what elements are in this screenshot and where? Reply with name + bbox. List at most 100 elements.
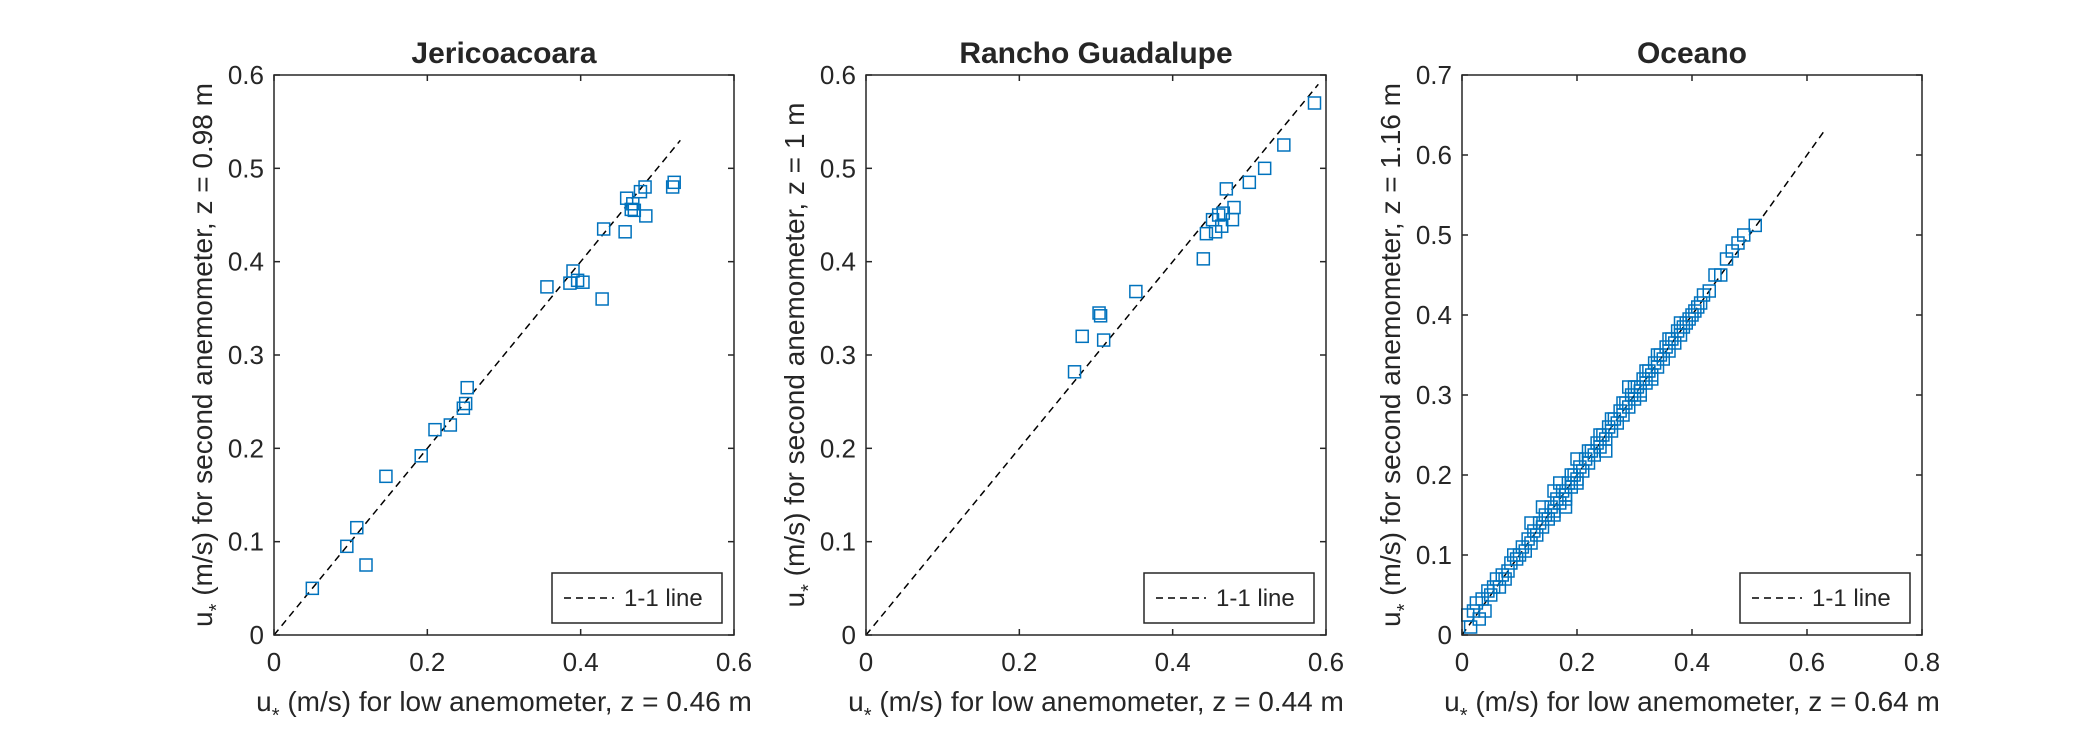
x-tick-label: 0.4 — [1674, 647, 1710, 677]
legend: 1-1 line — [551, 572, 723, 624]
data-point — [1067, 365, 1082, 379]
y-axis-label: u* (m/s) for second anemometer, z = 1 m — [779, 103, 820, 608]
scatter-series — [1067, 96, 1322, 379]
data-point — [1547, 484, 1561, 498]
x-label-symbol: u — [256, 686, 272, 717]
data-point — [1748, 218, 1762, 233]
data-point — [1257, 161, 1272, 176]
data-point — [1702, 284, 1716, 298]
data-point — [667, 175, 681, 190]
data-point — [460, 380, 474, 395]
data-point — [1129, 284, 1143, 299]
x-label-subscript: * — [864, 705, 872, 727]
x-label-symbol: u — [1444, 686, 1460, 717]
legend-label: 1-1 line — [624, 585, 703, 612]
y-tick-label: 0.4 — [820, 247, 856, 277]
data-point — [618, 225, 632, 239]
y-tick-label: 0 — [250, 620, 264, 650]
y-tick-label: 0.6 — [228, 60, 264, 90]
y-label-symbol: u — [187, 611, 218, 627]
data-point — [1498, 572, 1512, 586]
x-tick-label: 0.6 — [1308, 647, 1344, 677]
chart-title: Oceano — [1637, 37, 1747, 70]
x-tick-label: 0 — [267, 647, 281, 677]
y-label-symbol: u — [779, 592, 810, 608]
chart-title: Jericoacoara — [411, 37, 596, 70]
y-label-text: (m/s) for second anemometer, z = 1.16 m — [1375, 83, 1406, 604]
data-point — [1535, 500, 1550, 514]
data-point — [1524, 516, 1538, 530]
data-point — [1307, 96, 1322, 110]
scatter-series — [1461, 218, 1762, 634]
y-label-subscript: * — [798, 584, 820, 592]
data-point — [1092, 306, 1106, 320]
data-point — [596, 222, 611, 236]
data-point — [1196, 252, 1211, 266]
data-point — [1714, 268, 1728, 282]
data-point — [1242, 175, 1257, 190]
data-point — [1622, 380, 1636, 394]
legend: 1-1 line — [1143, 572, 1315, 624]
y-label-text: (m/s) for second anemometer, z = 0.98 m — [187, 83, 218, 604]
data-point — [1075, 329, 1089, 344]
data-point — [1558, 500, 1573, 514]
data-point — [1093, 309, 1108, 323]
data-point — [1737, 228, 1751, 242]
x-tick-label: 0.6 — [716, 647, 752, 677]
y-tick-label: 0.4 — [1416, 300, 1452, 330]
x-label-text: (m/s) for low anemometer, z = 0.64 m — [1468, 686, 1940, 717]
data-point — [1211, 208, 1226, 222]
y-tick-label: 0.6 — [820, 60, 856, 90]
x-label-text: (m/s) for low anemometer, z = 0.44 m — [872, 686, 1344, 717]
data-point — [1570, 476, 1584, 490]
x-label-symbol: u — [848, 686, 864, 717]
data-point — [1219, 182, 1234, 196]
data-point — [1693, 296, 1708, 310]
data-point — [1673, 316, 1688, 330]
y-tick-label: 0.2 — [1416, 460, 1452, 490]
x-tick-label: 0.4 — [563, 647, 599, 677]
data-point — [1501, 564, 1515, 578]
data-point — [1478, 604, 1492, 618]
data-point — [1484, 588, 1498, 602]
chart-title: Rancho Guadalupe — [959, 37, 1232, 70]
data-point — [1593, 428, 1607, 442]
x-tick-label: 0.8 — [1904, 647, 1940, 677]
y-tick-label: 0.3 — [820, 340, 856, 370]
data-point — [540, 280, 554, 294]
legend-label: 1-1 line — [1216, 585, 1295, 612]
data-point — [1558, 492, 1573, 506]
y-tick-label: 0.3 — [228, 340, 264, 370]
data-point — [379, 469, 393, 484]
y-tick-label: 0.5 — [1416, 220, 1452, 250]
y-tick-label: 0.5 — [228, 153, 264, 183]
y-tick-label: 0.1 — [820, 527, 856, 557]
scatter-panel-2: 0 0.2 0.4 0.6 0 0.1 0.2 0.3 0.4 0.5 0.6 Rancho Guad… — [779, 37, 1344, 727]
data-point — [1604, 412, 1619, 426]
y-tick-label: 0.6 — [1416, 140, 1452, 170]
y-tick-label: 0.4 — [228, 247, 264, 277]
data-point — [576, 275, 590, 289]
data-point — [1599, 444, 1613, 458]
data-point — [566, 264, 580, 278]
scatter-series — [305, 175, 681, 596]
x-axis-label: u* (m/s) for low anemometer, z = 0.46 m — [256, 686, 752, 727]
data-point — [1662, 332, 1676, 346]
data-point — [595, 292, 609, 306]
y-tick-label: 0.2 — [228, 433, 264, 463]
data-point — [1096, 333, 1111, 347]
data-point — [359, 558, 373, 572]
data-point — [305, 581, 320, 596]
y-tick-label: 0.5 — [820, 153, 856, 183]
x-tick-label: 0.4 — [1155, 647, 1191, 677]
data-point — [458, 396, 473, 411]
x-tick-label: 0.6 — [1789, 647, 1825, 677]
legend-label: 1-1 line — [1812, 585, 1891, 612]
x-axis-label: u* (m/s) for low anemometer, z = 0.64 m — [1444, 686, 1940, 727]
data-point — [1645, 372, 1659, 386]
x-tick-label: 0.2 — [1559, 647, 1595, 677]
scatter-panel-1: 0 0.2 0.4 0.6 0 0.1 0.2 0.3 0.4 0.5 0.6 Jericoacoar… — [187, 37, 752, 727]
data-point — [638, 180, 652, 194]
x-tick-label: 0 — [859, 647, 873, 677]
